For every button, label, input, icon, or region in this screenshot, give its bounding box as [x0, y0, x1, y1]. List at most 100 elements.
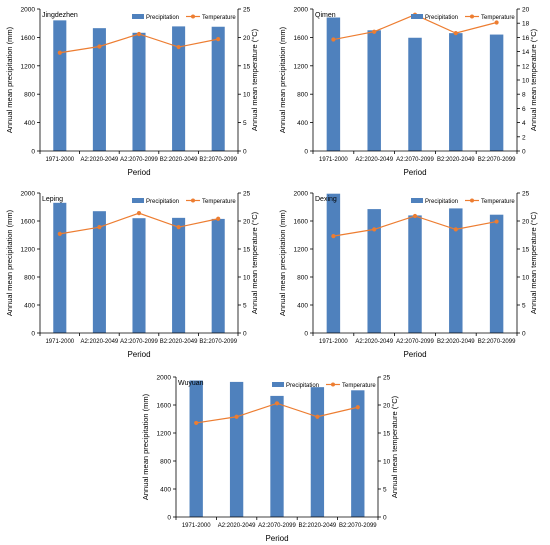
- temperature-point: [136, 211, 142, 216]
- right-tick-label: 12: [522, 63, 530, 70]
- right-tick-label: 0: [522, 331, 526, 338]
- left-tick-label: 0: [304, 331, 308, 338]
- left-tick-label: 0: [304, 149, 308, 156]
- temperature-point: [216, 37, 221, 42]
- left-tick-label: 1600: [21, 35, 36, 42]
- right-tick-label: 20: [522, 7, 530, 14]
- y-axis-left-title: Annual mean precipitation (mm): [278, 26, 287, 133]
- category-label: B2:2070-2099: [339, 523, 377, 529]
- left-tick-label: 0: [31, 149, 35, 156]
- x-axis-title: Period: [127, 350, 150, 359]
- left-tick-label: 400: [297, 120, 308, 127]
- category-label: B2:2070-2099: [199, 339, 237, 345]
- precipitation-bar: [489, 214, 504, 333]
- left-tick-label: 2000: [157, 375, 172, 382]
- legend-line-marker: [470, 198, 474, 203]
- right-tick-label: 10: [383, 459, 391, 466]
- category-label: A2:2020-2049: [81, 339, 119, 345]
- legend-precipitation-label: Precipitation: [286, 383, 319, 389]
- legend-temperature-label: Temperature: [481, 199, 515, 205]
- legend-temperature-label: Temperature: [202, 15, 236, 21]
- left-tick-label: 800: [297, 92, 308, 99]
- y-axis-right-title: Annual mean temperature (°C): [390, 395, 399, 498]
- legend-bar-swatch: [132, 198, 144, 203]
- right-tick-label: 10: [243, 275, 251, 282]
- precipitation-bar: [326, 193, 341, 333]
- precipitation-bar: [367, 30, 381, 151]
- precipitation-bar: [408, 37, 422, 151]
- precipitation-bar: [132, 32, 146, 151]
- temperature-point: [176, 225, 181, 230]
- category-label: A2:2070-2099: [120, 339, 158, 345]
- legend-temperature-label: Temperature: [481, 15, 515, 21]
- temperature-point: [372, 29, 377, 34]
- left-tick-label: 1200: [294, 247, 309, 254]
- temperature-point: [494, 219, 499, 224]
- precipitation-bar: [172, 217, 186, 333]
- precipitation-bar: [351, 390, 365, 517]
- precipitation-bar: [367, 209, 381, 333]
- chart-panel-leping: 0 400 800 1200 1600 2000 0 5 10 15 20 25 1971-2000 A2…: [5, 191, 259, 360]
- right-tick-label: 15: [243, 63, 251, 70]
- y-axis-left-title: Annual mean precipitation (mm): [5, 209, 14, 316]
- left-tick-label: 800: [297, 275, 308, 282]
- y-axis-left-title: Annual mean precipitation (mm): [278, 209, 287, 316]
- precipitation-bar: [310, 387, 325, 517]
- category-label: B2:2020-2049: [437, 157, 475, 163]
- precipitation-bar: [211, 218, 225, 333]
- right-tick-label: 6: [522, 106, 526, 113]
- temperature-point: [194, 420, 199, 426]
- right-tick-label: 4: [522, 120, 526, 127]
- left-tick-label: 2000: [294, 191, 309, 198]
- temperature-point: [372, 227, 377, 232]
- category-label: B2:2020-2049: [299, 523, 337, 529]
- x-axis-title: Period: [127, 168, 150, 177]
- left-tick-label: 1600: [21, 219, 36, 226]
- precipitation-bar: [489, 34, 504, 152]
- category-label: A2:2070-2099: [258, 523, 296, 529]
- temperature-point: [97, 225, 102, 230]
- station-label: Jingdezhen: [42, 12, 78, 19]
- category-label: A2:2020-2049: [355, 157, 393, 163]
- left-tick-label: 800: [24, 92, 35, 99]
- category-label: B2:2020-2049: [160, 339, 198, 345]
- right-tick-label: 10: [243, 92, 251, 99]
- category-label: 1971-2000: [182, 523, 211, 529]
- temperature-point: [315, 414, 320, 419]
- right-tick-label: 20: [243, 35, 251, 42]
- precipitation-bar: [449, 33, 463, 151]
- right-tick-label: 0: [243, 149, 247, 156]
- temperature-point: [331, 37, 336, 42]
- right-tick-label: 5: [243, 303, 247, 310]
- legend-temperature-label: Temperature: [202, 199, 236, 205]
- temperature-point: [57, 231, 62, 236]
- precipitation-bar: [270, 395, 284, 517]
- left-tick-label: 400: [297, 303, 308, 310]
- temperature-point: [494, 20, 499, 25]
- precipitation-bar: [172, 26, 186, 151]
- right-tick-label: 0: [383, 515, 387, 522]
- category-label: A2:2070-2099: [396, 157, 434, 163]
- right-tick-label: 15: [383, 431, 391, 438]
- precipitation-bar: [229, 381, 244, 517]
- left-tick-label: 2000: [294, 7, 309, 14]
- right-tick-label: 25: [243, 191, 251, 198]
- temperature-point: [57, 50, 62, 55]
- category-label: 1971-2000: [319, 339, 348, 345]
- right-tick-label: 0: [522, 149, 526, 156]
- left-tick-label: 1600: [294, 219, 309, 226]
- category-label: A2:2020-2049: [218, 523, 256, 529]
- left-tick-label: 1600: [294, 35, 309, 42]
- left-tick-label: 1200: [294, 63, 309, 70]
- temperature-point: [97, 44, 102, 49]
- precipitation-bar: [92, 28, 106, 152]
- left-tick-label: 1200: [157, 431, 172, 438]
- category-label: B2:2020-2049: [437, 339, 475, 345]
- left-tick-label: 2000: [21, 191, 36, 198]
- x-axis-title: Period: [403, 350, 426, 359]
- left-tick-label: 1200: [21, 247, 36, 254]
- legend-line-marker: [331, 382, 335, 387]
- x-axis-title: Period: [403, 168, 426, 177]
- category-label: 1971-2000: [45, 157, 74, 163]
